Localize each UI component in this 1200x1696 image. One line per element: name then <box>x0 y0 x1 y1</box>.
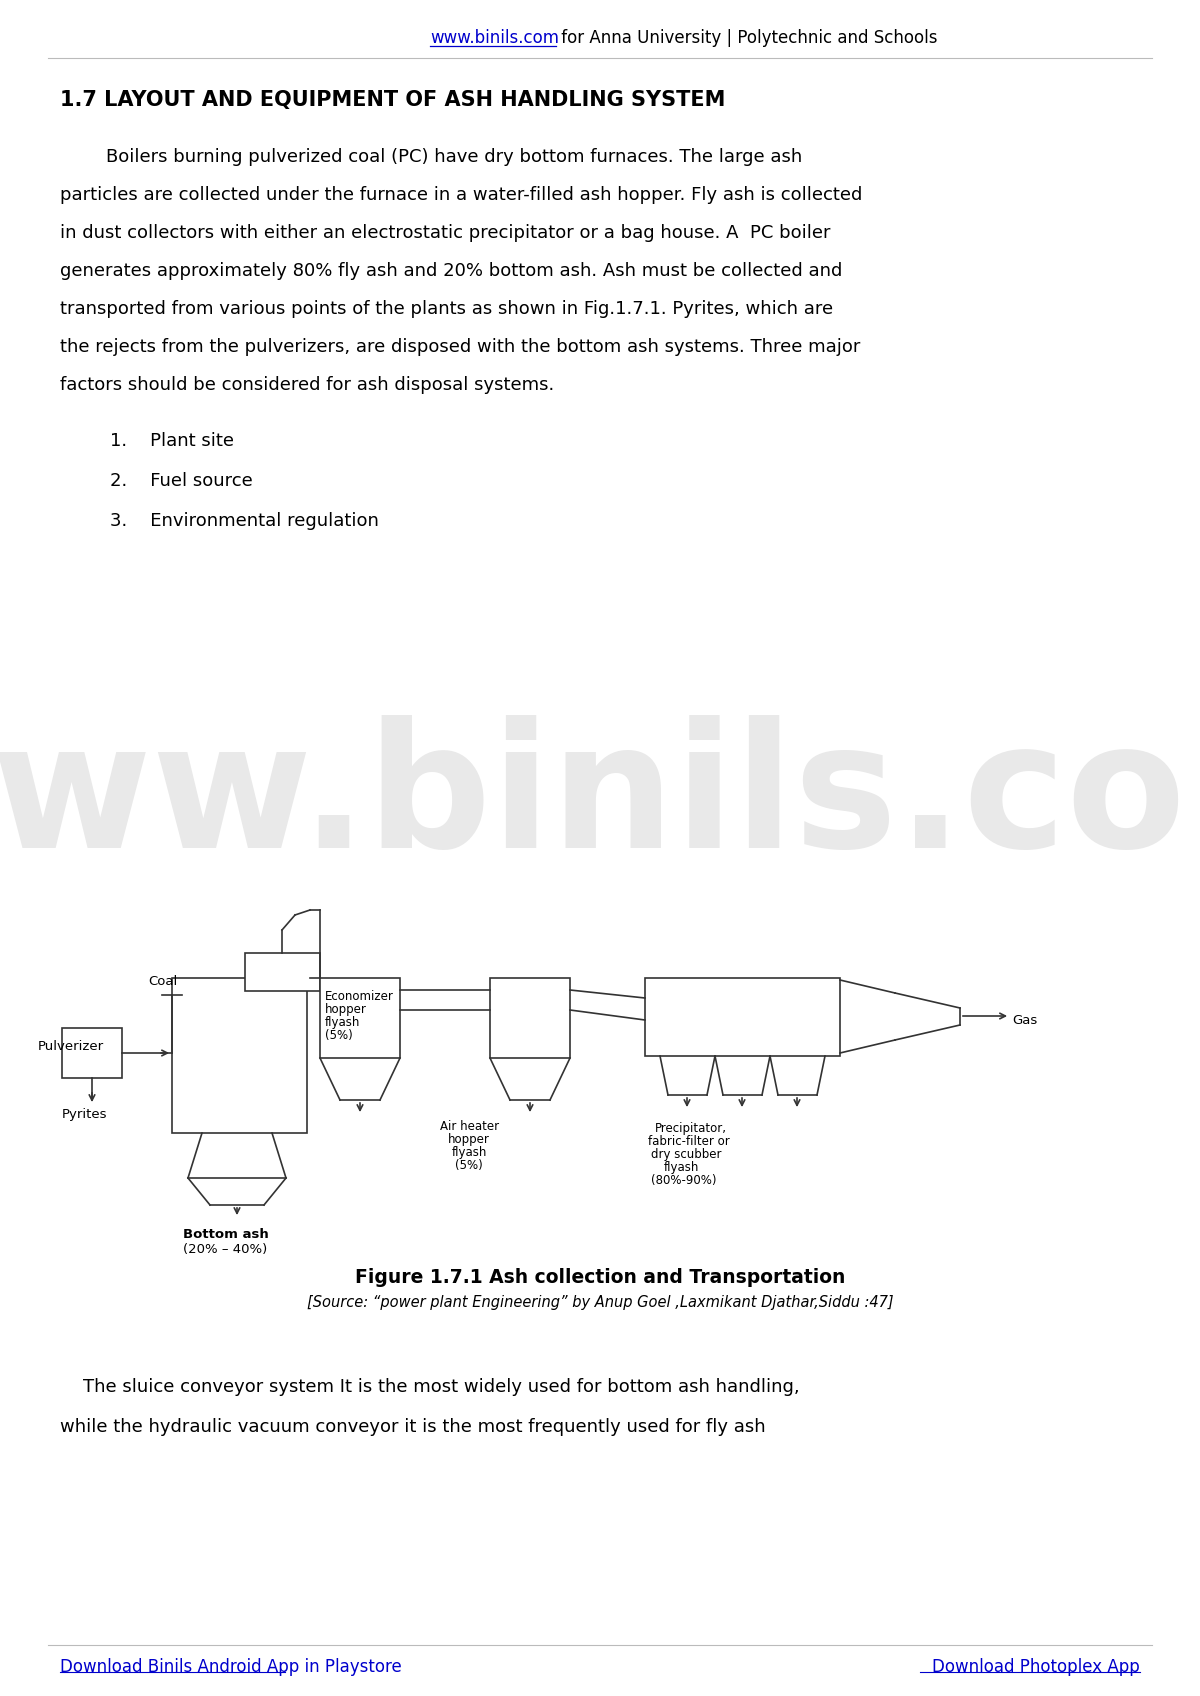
Bar <box>62 1028 122 1079</box>
Text: transported from various points of the plants as shown in Fig.1.7.1. Pyrites, wh: transported from various points of the p… <box>60 300 833 319</box>
Text: (80%-90%): (80%-90%) <box>650 1174 716 1187</box>
Text: 2.    Fuel source: 2. Fuel source <box>110 471 253 490</box>
Text: Boilers burning pulverized coal (PC) have dry bottom furnaces. The large ash: Boilers burning pulverized coal (PC) hav… <box>60 148 803 166</box>
Text: (20% – 40%): (20% – 40%) <box>182 1243 268 1257</box>
Text: while the hydraulic vacuum conveyor it is the most frequently used for fly ash: while the hydraulic vacuum conveyor it i… <box>60 1418 766 1437</box>
Text: flyash: flyash <box>664 1162 700 1174</box>
Text: Figure 1.7.1 Ash collection and Transportation: Figure 1.7.1 Ash collection and Transpor… <box>355 1269 845 1287</box>
Text: 3.    Environmental regulation: 3. Environmental regulation <box>110 512 379 529</box>
Text: [Source: “power plant Engineering” by Anup Goel ,Laxmikant Djathar,Siddu :47]: [Source: “power plant Engineering” by An… <box>307 1296 893 1309</box>
Bar <box>646 979 840 1057</box>
Text: hopper: hopper <box>325 1002 367 1016</box>
Text: www.binils.com: www.binils.com <box>0 716 1200 885</box>
Text: Economizer: Economizer <box>325 990 394 1002</box>
Text: dry scubber: dry scubber <box>650 1148 721 1162</box>
Text: www.binils.com: www.binils.com <box>430 29 559 47</box>
Text: 1.7 LAYOUT AND EQUIPMENT OF ASH HANDLING SYSTEM: 1.7 LAYOUT AND EQUIPMENT OF ASH HANDLING… <box>60 90 725 110</box>
Text: Precipitator,: Precipitator, <box>655 1123 727 1135</box>
Text: (5%): (5%) <box>455 1158 482 1172</box>
Text: (5%): (5%) <box>325 1029 353 1041</box>
Text: flyash: flyash <box>325 1016 360 1029</box>
Text: the rejects from the pulverizers, are disposed with the bottom ash systems. Thre: the rejects from the pulverizers, are di… <box>60 338 860 356</box>
Text: Coal: Coal <box>148 975 178 989</box>
Text: 1.    Plant site: 1. Plant site <box>110 432 234 449</box>
Text: factors should be considered for ash disposal systems.: factors should be considered for ash dis… <box>60 377 554 393</box>
Text: The sluice conveyor system It is the most widely used for bottom ash handling,: The sluice conveyor system It is the mos… <box>60 1377 799 1396</box>
Text: Download Photoplex App: Download Photoplex App <box>932 1659 1140 1676</box>
Text: Air heater: Air heater <box>440 1119 499 1133</box>
Text: Pulverizer: Pulverizer <box>38 1040 104 1053</box>
Text: Pyrites: Pyrites <box>62 1107 108 1121</box>
Text: for Anna University | Polytechnic and Schools: for Anna University | Polytechnic and Sc… <box>556 29 937 47</box>
Bar <box>172 979 307 1133</box>
Text: Download Binils Android App in Playstore: Download Binils Android App in Playstore <box>60 1659 402 1676</box>
Text: hopper: hopper <box>448 1133 490 1146</box>
Bar <box>245 953 320 990</box>
Bar <box>490 979 570 1058</box>
Text: Gas: Gas <box>1012 1014 1037 1026</box>
Text: generates approximately 80% fly ash and 20% bottom ash. Ash must be collected an: generates approximately 80% fly ash and … <box>60 261 842 280</box>
Bar <box>320 979 400 1058</box>
Text: in dust collectors with either an electrostatic precipitator or a bag house. A  : in dust collectors with either an electr… <box>60 224 830 243</box>
Text: particles are collected under the furnace in a water-filled ash hopper. Fly ash : particles are collected under the furnac… <box>60 187 863 204</box>
Text: Bottom ash: Bottom ash <box>182 1228 269 1241</box>
Text: fabric-filter or: fabric-filter or <box>648 1135 730 1148</box>
Text: flyash: flyash <box>452 1146 487 1158</box>
